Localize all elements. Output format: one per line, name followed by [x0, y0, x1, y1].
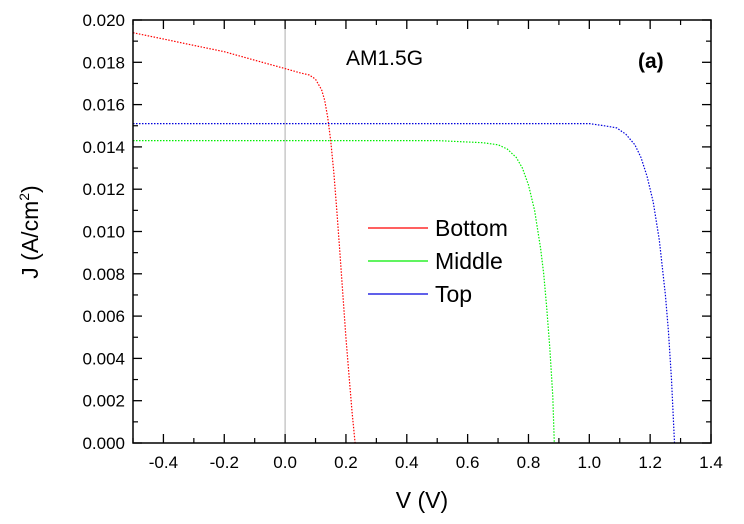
y-tick-label: 0.018 — [82, 53, 125, 72]
x-tick-label: 1.4 — [699, 453, 723, 472]
series-line-top — [133, 122, 676, 444]
x-tick-label: 0.6 — [456, 453, 480, 472]
series-line-middle — [133, 140, 555, 444]
y-axis-title: J (A/cm2) — [16, 185, 43, 278]
y-tick-label: 0.020 — [82, 11, 125, 30]
legend-item-bottom: Bottom — [368, 215, 508, 241]
y-tick-label: 0.010 — [82, 223, 125, 242]
legend-item-middle: Middle — [368, 248, 503, 274]
y-axis-title-main: J (A/cm — [17, 201, 43, 279]
plot-frame — [132, 19, 712, 444]
y-axis-title-sup: 2 — [16, 193, 32, 201]
y-tick-label: 0.000 — [82, 434, 125, 453]
series-layer — [132, 32, 676, 444]
x-tick-label: 0.4 — [395, 453, 419, 472]
x-tick-label: 0.0 — [273, 453, 297, 472]
y-tick-label: 0.012 — [82, 180, 125, 199]
legend-label: Top — [435, 281, 472, 307]
series-line-bottom — [132, 32, 356, 444]
ticks-layer — [132, 19, 712, 444]
x-tick-label: 0.2 — [334, 453, 358, 472]
y-tick-label: 0.008 — [82, 265, 125, 284]
y-tick-label: 0.002 — [82, 392, 125, 411]
y-tick-label: 0.016 — [82, 96, 125, 115]
tick-labels-layer: -0.4 -0.2 0.0 0.2 0.4 0.6 0.8 1.0 1.2 1.4 0.000 0.0… — [82, 11, 722, 472]
x-tick-label: 1.2 — [638, 453, 662, 472]
legend-label: Middle — [435, 248, 503, 274]
x-axis-title: V (V) — [396, 487, 448, 513]
x-tick-label: 1.0 — [577, 453, 601, 472]
legend: Bottom Middle Top — [368, 215, 508, 307]
x-tick-label: 0.8 — [517, 453, 541, 472]
y-tick-label: 0.006 — [82, 307, 125, 326]
annotation-spectrum: AM1.5G — [346, 47, 423, 70]
y-tick-label: 0.004 — [82, 349, 125, 368]
y-axis-title-suffix: ) — [17, 185, 43, 193]
x-tick-label: -0.4 — [149, 453, 178, 472]
legend-label: Bottom — [435, 215, 508, 241]
y-tick-label: 0.014 — [82, 138, 125, 157]
panel-label: (a) — [638, 50, 664, 73]
legend-item-top: Top — [368, 281, 472, 307]
x-tick-label: -0.2 — [210, 453, 239, 472]
